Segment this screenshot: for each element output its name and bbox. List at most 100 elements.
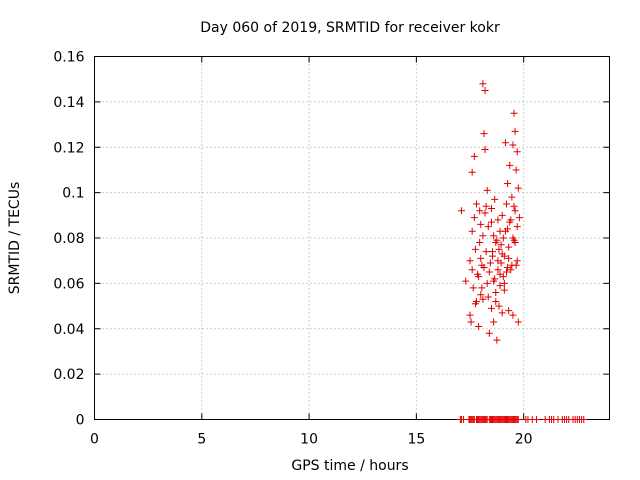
data-point: [457, 207, 465, 215]
data-point: [479, 232, 487, 240]
data-point: [511, 207, 519, 215]
x-tick-label: 15: [407, 432, 425, 448]
chart-title: Day 060 of 2019, SRMTID for receiver kok…: [200, 20, 500, 36]
data-point: [462, 277, 470, 285]
data-point: [499, 234, 507, 242]
data-point: [493, 236, 501, 244]
data-point: [533, 416, 541, 423]
data-point: [513, 223, 521, 231]
y-tick-label: 0.1: [62, 186, 84, 202]
data-point: [491, 195, 499, 203]
data-point: [512, 166, 520, 174]
data-point: [513, 257, 521, 265]
data-point: [477, 291, 485, 299]
data-point: [487, 218, 495, 226]
data-point: [509, 234, 517, 242]
data-point: [503, 200, 510, 208]
data-point: [481, 209, 489, 217]
data-point: [486, 259, 494, 267]
data-point: [466, 257, 474, 265]
data-point: [498, 309, 506, 317]
data-point: [472, 200, 480, 208]
data-point: [483, 279, 491, 287]
data-point: [476, 207, 484, 215]
data-point: [487, 304, 495, 312]
data-point: [492, 288, 500, 296]
data-point: [514, 318, 522, 326]
axis-ticks: [94, 56, 610, 420]
data-point: [490, 232, 498, 240]
data-point: [508, 261, 516, 269]
data-point: [470, 152, 478, 160]
data-point: [510, 202, 518, 210]
x-tick-label: 5: [197, 432, 206, 448]
x-tick-labels: 0 5 10 15 20: [90, 432, 533, 448]
data-point: [500, 286, 508, 294]
data-point: [490, 318, 498, 326]
data-point: [495, 245, 503, 253]
data-point: [469, 284, 477, 292]
data-point: [514, 184, 522, 192]
data-point: [479, 295, 487, 303]
data-point: [475, 322, 483, 330]
data-point: [511, 239, 519, 247]
data-point: [500, 279, 508, 287]
data-point: [475, 273, 483, 281]
data-point: [468, 227, 476, 235]
plot-frame: [94, 56, 610, 420]
data-point: [479, 80, 487, 88]
y-tick-label: 0.08: [53, 231, 84, 247]
data-point: [514, 416, 522, 423]
data-point: [477, 254, 485, 262]
data-point: [506, 161, 514, 169]
data-point: [498, 250, 506, 258]
y-tick-label: 0.04: [53, 322, 84, 338]
data-point: [471, 245, 479, 253]
data-points: [456, 80, 588, 423]
y-tick-label: 0.06: [53, 276, 84, 292]
data-point: [503, 268, 510, 276]
data-point: [490, 277, 498, 285]
y-tick-label: 0: [76, 413, 85, 429]
data-point: [509, 141, 517, 149]
data-point: [481, 146, 489, 154]
data-point: [580, 416, 588, 423]
data-point: [515, 214, 523, 222]
data-point: [494, 266, 502, 274]
data-point: [492, 298, 500, 306]
data-point: [482, 202, 490, 210]
y-tick-label: 0.14: [53, 95, 84, 111]
data-point: [494, 257, 502, 265]
y-tick-label: 0.02: [53, 367, 84, 383]
data-point: [467, 318, 475, 326]
data-point: [484, 223, 492, 231]
data-point: [505, 254, 513, 262]
data-point: [501, 227, 509, 235]
data-point: [468, 168, 476, 176]
data-point: [483, 186, 491, 194]
data-point: [470, 214, 478, 222]
y-tick-label: 0.12: [53, 140, 84, 156]
data-point: [498, 211, 506, 219]
data-point: [481, 87, 489, 95]
y-axis-label: SRMTID / TECUs: [7, 182, 23, 295]
data-point: [485, 329, 493, 337]
data-point: [480, 263, 488, 271]
x-tick-label: 10: [300, 432, 318, 448]
data-point: [496, 270, 504, 278]
data-point: [497, 241, 505, 249]
data-point: [482, 248, 490, 256]
data-point: [478, 284, 486, 292]
data-point: [495, 302, 503, 310]
data-point: [485, 268, 493, 276]
y-tick-labels: 0 0.02 0.04 0.06 0.08 0.1 0.12 0.14 0.16: [53, 50, 84, 429]
data-point: [501, 139, 509, 147]
data-point: [504, 263, 512, 271]
data-point: [505, 307, 513, 315]
data-point: [471, 300, 479, 308]
x-tick-label: 0: [90, 432, 99, 448]
data-point: [511, 127, 519, 135]
y-tick-label: 0.16: [53, 50, 84, 66]
data-point: [466, 311, 474, 319]
x-tick-label: 20: [515, 432, 533, 448]
